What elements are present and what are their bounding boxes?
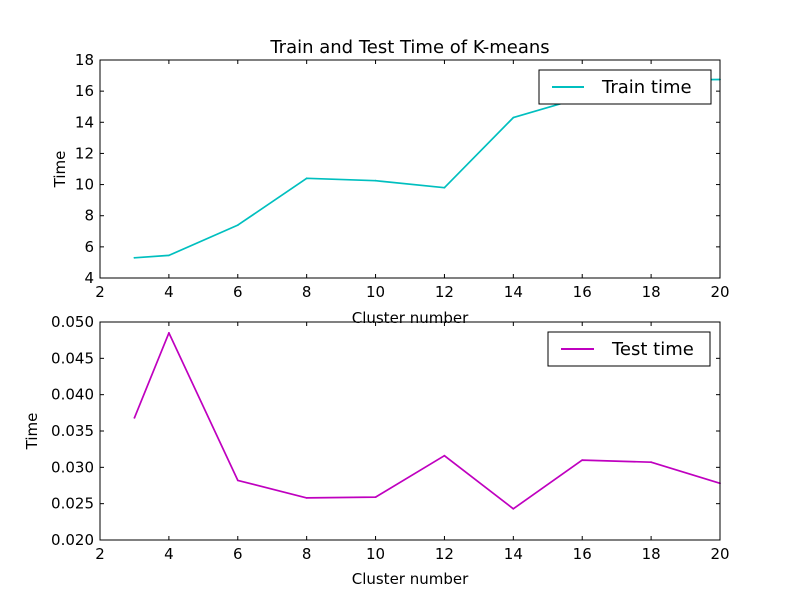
y-tick-label: 0.040: [51, 386, 94, 404]
y-tick-label: 8: [84, 207, 94, 225]
x-tick-label: 18: [642, 545, 661, 563]
y-tick-label: 0.050: [51, 313, 94, 331]
legend-label: Train time: [601, 77, 692, 98]
axes-frame: [99, 59, 721, 279]
y-axis-label: Time: [51, 151, 69, 189]
x-axis-label: Cluster number: [352, 309, 469, 327]
test-time-subplot: Cluster number Time 2 4 6 8 10 12 14 16 18 20 0.02…: [23, 313, 730, 588]
y-tick-label: 0.025: [51, 495, 94, 513]
data-point: [133, 256, 136, 259]
x-tick-label: 16: [573, 283, 592, 301]
x-tick-label: 14: [504, 545, 523, 563]
y-tick-label: 0.020: [51, 531, 94, 549]
data-point: [443, 186, 446, 189]
x-tick-label: 12: [435, 283, 454, 301]
data-point: [581, 459, 584, 461]
x-tick-label: 6: [233, 283, 243, 301]
x-tick-label: 2: [95, 545, 105, 563]
x-tick-label: 4: [164, 545, 174, 563]
x-axis-label: Cluster number: [352, 570, 469, 588]
y-tick-label: 0.045: [51, 349, 94, 367]
data-point: [236, 479, 239, 482]
y-tick-label: 14: [75, 113, 94, 131]
data-point: [305, 497, 308, 499]
y-tick-label: 0.030: [51, 458, 94, 476]
data-point: [168, 254, 170, 257]
data-point: [133, 417, 136, 419]
data-point: [512, 116, 515, 119]
x-tick-label: 4: [164, 283, 174, 301]
legend: Test time: [547, 331, 711, 367]
x-tick-label: 8: [302, 545, 312, 563]
x-tick-label: 8: [302, 283, 312, 301]
x-tick-label: 16: [573, 545, 592, 563]
x-tick-label: 10: [366, 283, 385, 301]
y-tick-label: 12: [75, 144, 94, 162]
data-point: [236, 224, 239, 227]
x-tick-label: 18: [642, 283, 661, 301]
data-point: [374, 179, 377, 182]
x-tick-label: 10: [366, 545, 385, 563]
data-point: [168, 332, 170, 334]
y-tick-label: 18: [75, 51, 94, 69]
legend-label: Test time: [611, 339, 694, 360]
ticks-layer: 2 4 6 8 10 12 14 16 18 20 0.020 0.025 0.030 0.035 0.04…: [51, 313, 730, 563]
data-point: [443, 454, 446, 457]
y-tick-label: 0.035: [51, 422, 94, 440]
y-axis-label: Time: [23, 413, 41, 451]
x-tick-label: 6: [233, 545, 243, 563]
y-tick-label: 10: [75, 176, 94, 194]
x-tick-label: 20: [710, 545, 729, 563]
data-point: [374, 496, 377, 498]
data-point: [512, 507, 515, 510]
legend: Train time: [538, 69, 712, 105]
x-tick-label: 14: [504, 283, 523, 301]
series-line-0: [133, 332, 721, 510]
series-layer: [133, 332, 721, 510]
y-tick-label: 4: [84, 269, 94, 287]
x-tick-label: 12: [435, 545, 454, 563]
y-tick-label: 6: [84, 238, 94, 256]
data-point: [305, 177, 308, 180]
chart-title: Train and Test Time of K-means: [269, 37, 549, 58]
y-tick-label: 16: [75, 82, 94, 100]
data-point: [650, 461, 652, 464]
x-tick-label: 2: [95, 283, 105, 301]
train-time-subplot: Train and Test Time of K-means Cluster n…: [51, 37, 730, 327]
x-tick-label: 20: [710, 283, 729, 301]
